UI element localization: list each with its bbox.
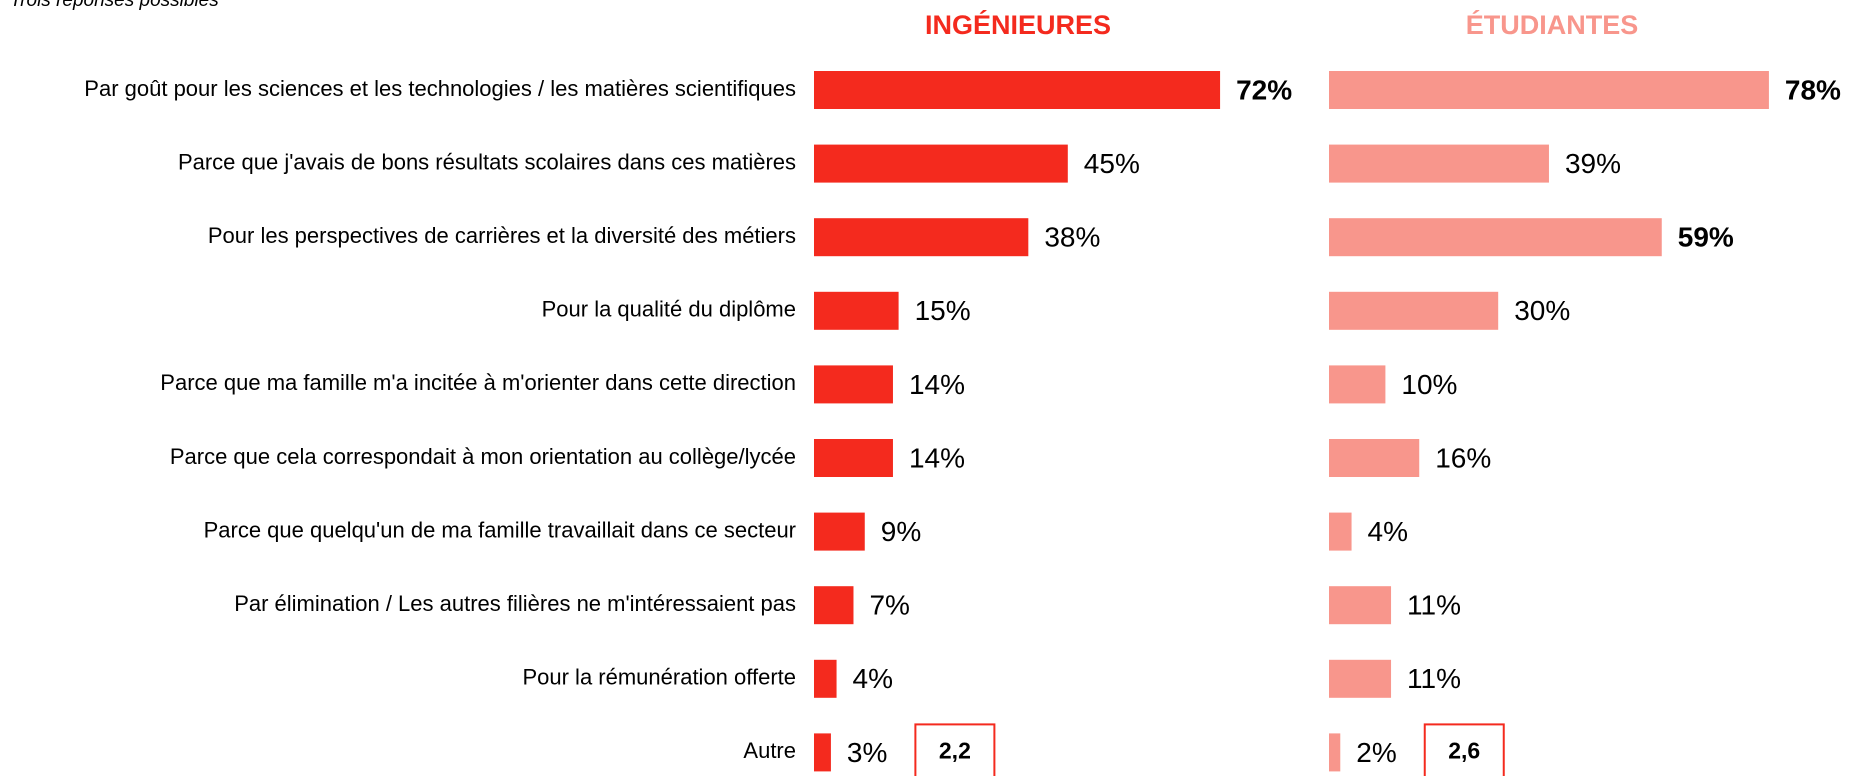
subtitle: Trois réponses possibles — [10, 0, 219, 11]
bar — [1329, 586, 1392, 625]
category-label: Pour la qualité du diplôme — [542, 297, 796, 322]
value-label: 9% — [881, 516, 921, 547]
value-label: 4% — [1368, 516, 1408, 547]
value-label: 15% — [915, 295, 971, 326]
value-label: 2% — [1356, 737, 1396, 768]
value-label: 11% — [1407, 590, 1461, 621]
bar — [1329, 291, 1499, 330]
annotation-box — [1423, 723, 1505, 776]
bar — [814, 659, 837, 698]
value-label: 38% — [1044, 222, 1100, 253]
bar — [1329, 218, 1662, 257]
category-label: Parce que ma famille m'a incitée à m'ori… — [160, 370, 796, 395]
value-label: 78% — [1785, 74, 1841, 105]
bar — [814, 144, 1068, 183]
bar — [1329, 71, 1769, 109]
value-label: 16% — [1435, 442, 1491, 473]
bar — [1329, 512, 1352, 551]
annotation: 2,2 — [939, 737, 971, 763]
bar — [1329, 659, 1392, 698]
bar — [1329, 439, 1420, 477]
value-label: 7% — [869, 590, 909, 621]
value-label: 72% — [1236, 74, 1292, 105]
bar — [1329, 733, 1341, 772]
value-label: 11% — [1407, 663, 1461, 694]
category-label: Par goût pour les sciences et les techno… — [84, 76, 796, 101]
bar — [814, 365, 893, 404]
bar — [814, 733, 831, 772]
category-label: Pour la rémunération offerte — [522, 665, 796, 690]
bar — [1329, 365, 1386, 404]
bar — [814, 218, 1029, 257]
value-label: 10% — [1401, 369, 1457, 400]
value-label: 45% — [1084, 148, 1140, 179]
annotation-box — [914, 723, 996, 776]
value-label: 14% — [909, 369, 965, 400]
category-label: Pour les perspectives de carrières et la… — [208, 223, 796, 248]
panel-title: INGÉNIEURES — [925, 9, 1111, 40]
panel-title: ÉTUDIANTES — [1466, 9, 1639, 40]
bar — [814, 512, 865, 551]
category-label: Par élimination / Les autres filières ne… — [234, 591, 796, 616]
value-label: 4% — [853, 663, 893, 694]
bar — [814, 291, 899, 330]
bar — [814, 71, 1221, 109]
bar — [1329, 144, 1549, 183]
category-label: Parce que j'avais de bons résultats scol… — [178, 149, 796, 174]
value-label: 59% — [1678, 222, 1734, 253]
category-label: Autre — [743, 738, 796, 763]
value-label: 39% — [1565, 148, 1621, 179]
value-label: 3% — [847, 737, 887, 768]
category-label: Parce que cela correspondait à mon orien… — [170, 444, 796, 469]
bar — [814, 439, 893, 477]
value-label: 14% — [909, 442, 965, 473]
value-label: 30% — [1514, 295, 1570, 326]
bar — [814, 586, 854, 625]
annotation: 2,6 — [1448, 737, 1480, 763]
category-label: Parce que quelqu'un de ma famille travai… — [204, 517, 796, 542]
